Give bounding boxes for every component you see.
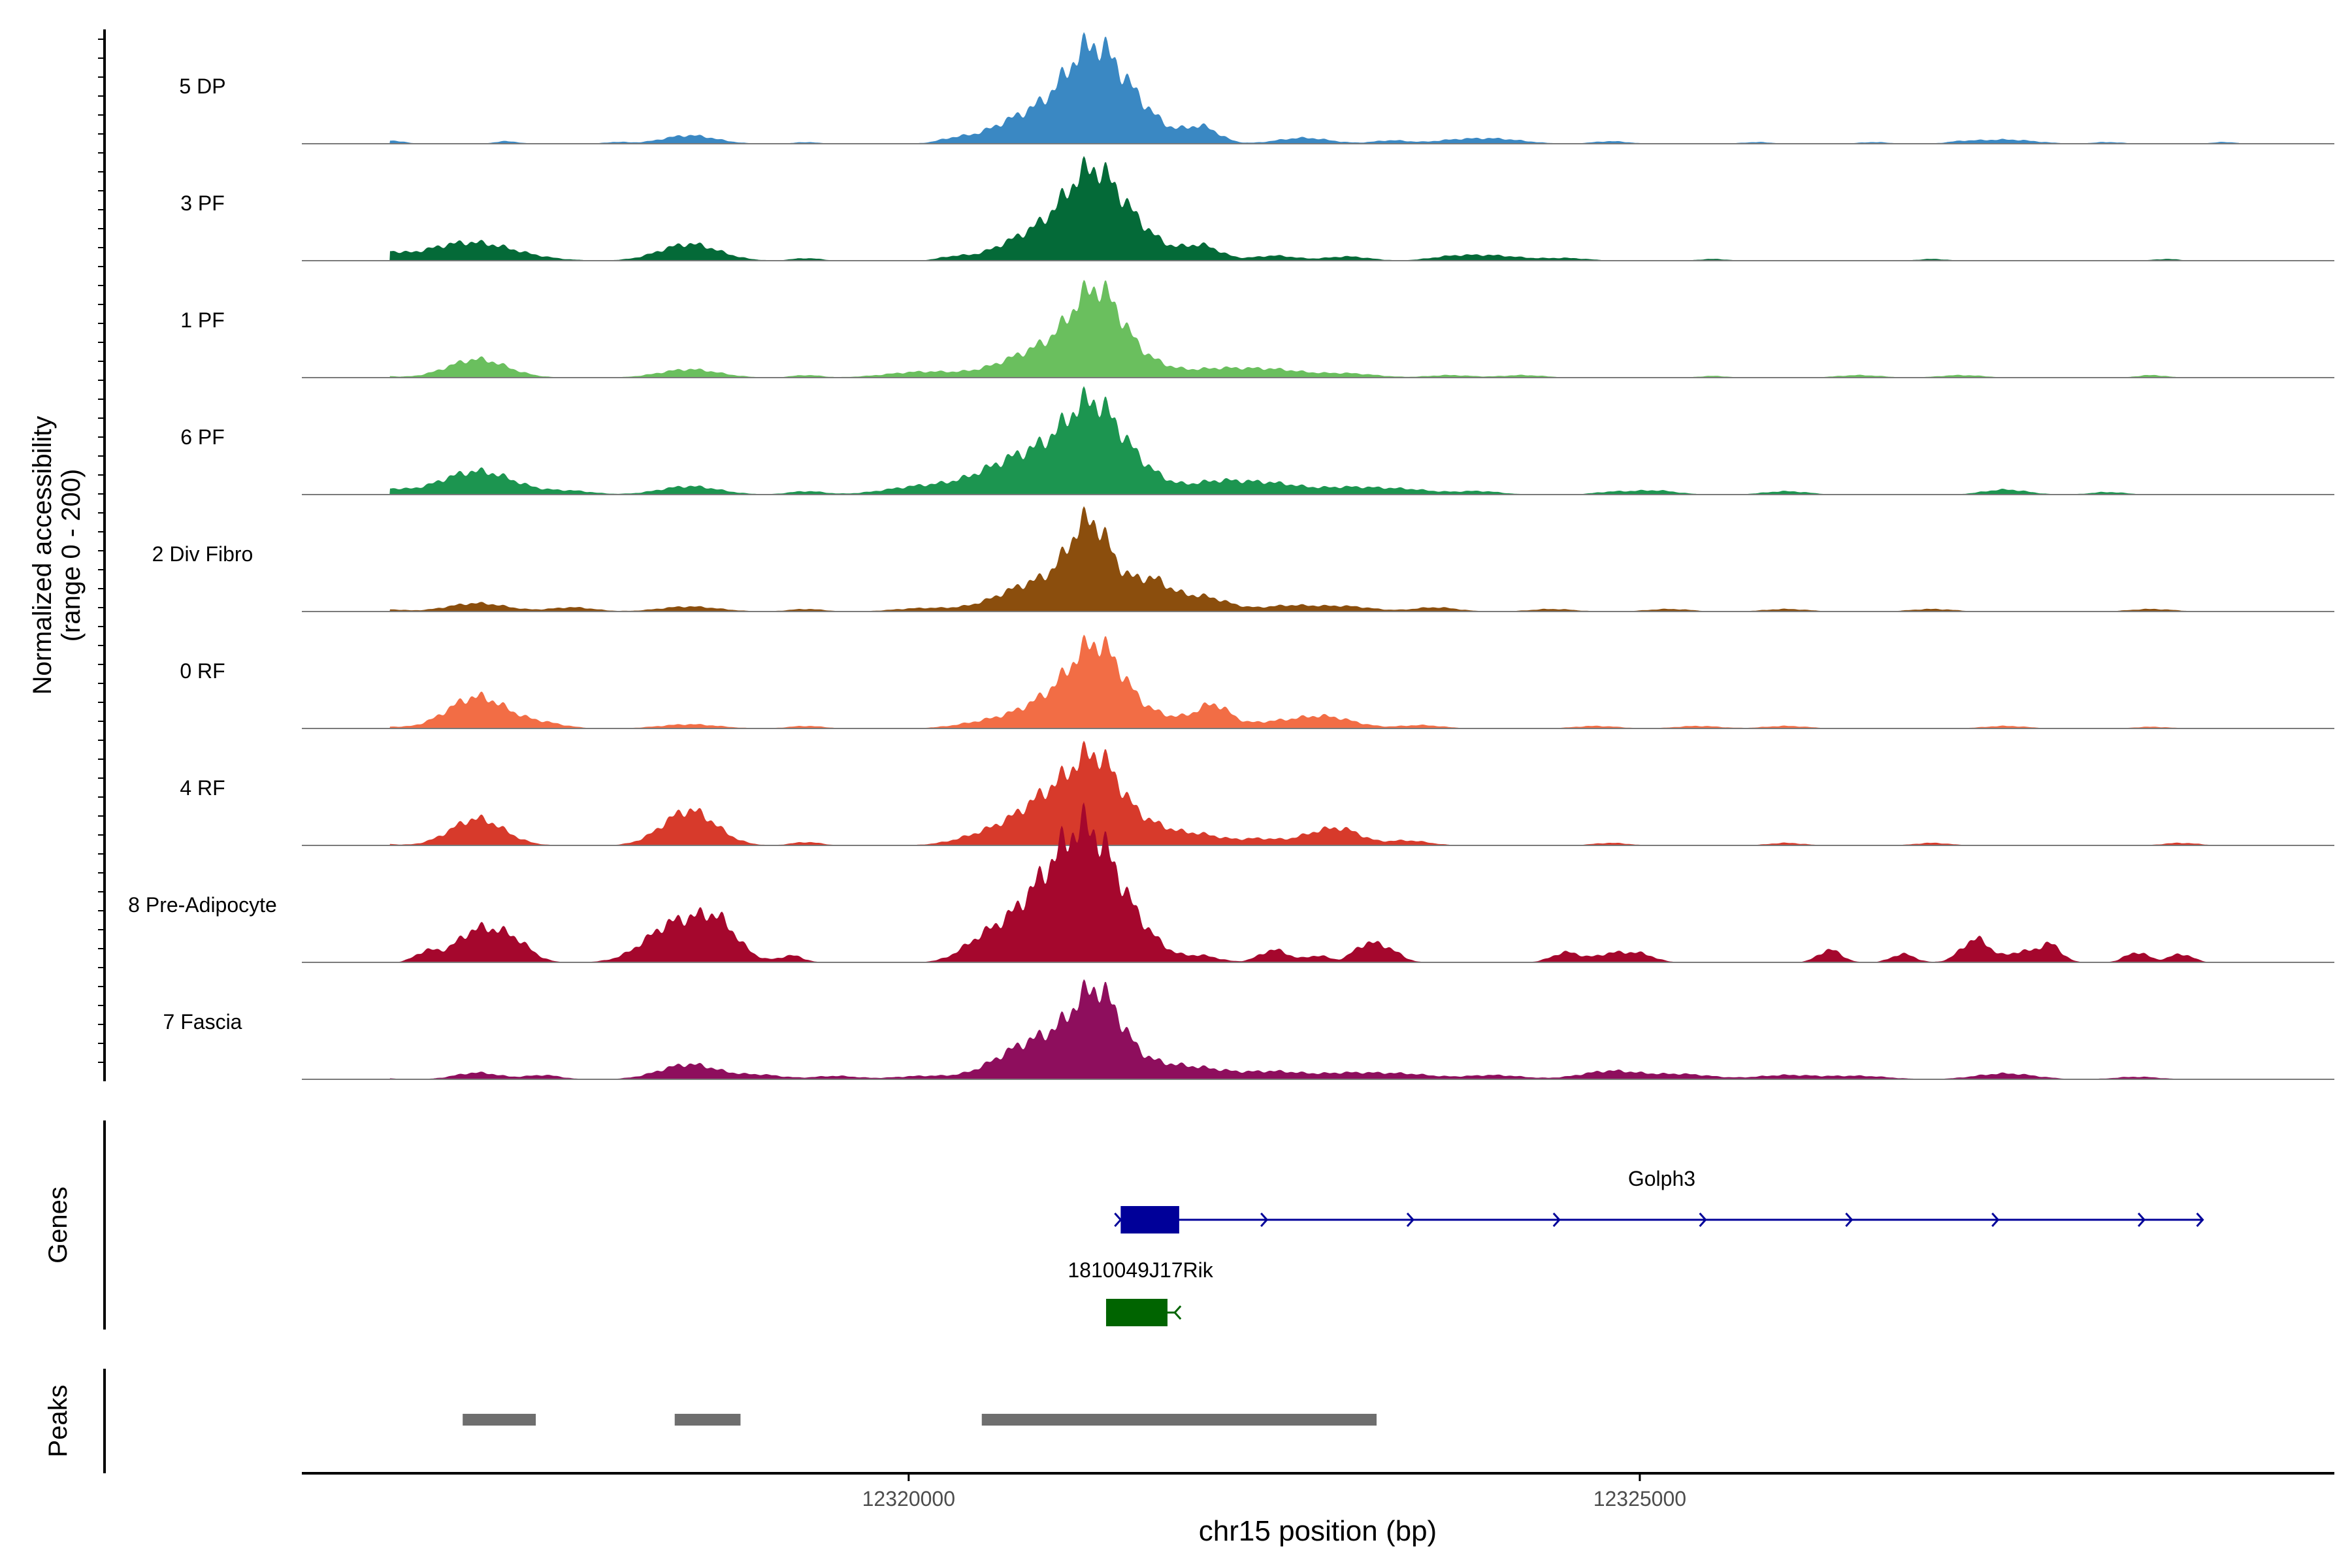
track-label: 6 PF — [180, 425, 225, 449]
gene-model: Golph3 — [1114, 1167, 2204, 1233]
coverage-track: 7 Fascia — [163, 979, 2334, 1080]
x-axis-ticks: 12320000 12325000 — [862, 1473, 1686, 1511]
coverage-track: 6 PF — [180, 386, 2334, 495]
coverage-track: 8 Pre-Adipocyte — [128, 802, 2334, 963]
track-label: 7 Fascia — [163, 1010, 242, 1034]
gene-models: Golph3 1810049J17Rik — [1068, 1167, 2204, 1326]
coverage-area — [389, 802, 2240, 962]
coverage-area — [389, 32, 2240, 144]
strand-arrow — [1173, 1305, 1182, 1320]
coverage-area — [389, 506, 2240, 612]
peak-region-bar — [463, 1414, 536, 1426]
coverage-tracks: 5 DP 3 PF 1 PF 6 PF 2 Div Fibro 0 RF 4 RF 8 Pre… — [128, 32, 2334, 1080]
coverage-track: 1 PF — [180, 280, 2334, 378]
strand-arrow — [1991, 1212, 2000, 1228]
genes-track-label: Genes — [44, 1186, 73, 1264]
coverage-y-axis-range: (range 0 - 200) — [57, 469, 86, 642]
coverage-area — [389, 155, 2240, 261]
strand-arrow — [1406, 1212, 1414, 1228]
coverage-area — [389, 979, 2240, 1079]
track-label: 5 DP — [179, 74, 225, 98]
gene-name-label: 1810049J17Rik — [1068, 1258, 1213, 1282]
strand-arrow — [1552, 1212, 1561, 1228]
x-axis-tick-label: 12325000 — [1593, 1487, 1686, 1511]
peak-region-bar — [981, 1414, 1377, 1426]
strand-arrow — [2137, 1212, 2146, 1228]
peaks-track-label: Peaks — [44, 1384, 73, 1457]
track-label: 0 RF — [180, 659, 225, 683]
strand-arrow — [1699, 1212, 1707, 1228]
gene-name-label: Golph3 — [1628, 1167, 1695, 1190]
x-axis-tick-label: 12320000 — [862, 1487, 955, 1511]
x-axis-label: chr15 position (bp) — [1199, 1515, 1437, 1547]
peak-regions — [463, 1414, 1377, 1426]
coverage-area — [389, 634, 2240, 728]
track-label: 1 PF — [180, 308, 225, 332]
coverage-y-axis — [98, 29, 106, 1081]
gene-exon — [1105, 1299, 1168, 1326]
strand-arrow — [1114, 1212, 1122, 1228]
track-label: 2 Div Fibro — [152, 542, 253, 566]
coverage-y-axis-label: Normalized accessibility — [28, 416, 57, 695]
coverage-track: 2 Div Fibro — [152, 506, 2334, 612]
coverage-area — [389, 280, 2240, 378]
strand-arrow — [1260, 1212, 1269, 1228]
track-label: 4 RF — [180, 776, 225, 800]
peak-region-bar — [674, 1414, 741, 1426]
strand-arrow — [2196, 1212, 2204, 1228]
coverage-area — [389, 386, 2240, 495]
coverage-area — [389, 740, 2240, 845]
coverage-track: 0 RF — [180, 634, 2334, 729]
gene-exon — [1120, 1206, 1179, 1233]
coverage-track: 4 RF — [180, 740, 2334, 846]
strand-arrow — [1845, 1212, 1854, 1228]
coverage-track: 5 DP — [179, 32, 2334, 144]
track-label: 3 PF — [180, 191, 225, 215]
coverage-track: 3 PF — [180, 155, 2334, 261]
gene-model: 1810049J17Rik — [1068, 1258, 1214, 1326]
track-label: 8 Pre-Adipocyte — [128, 893, 277, 917]
